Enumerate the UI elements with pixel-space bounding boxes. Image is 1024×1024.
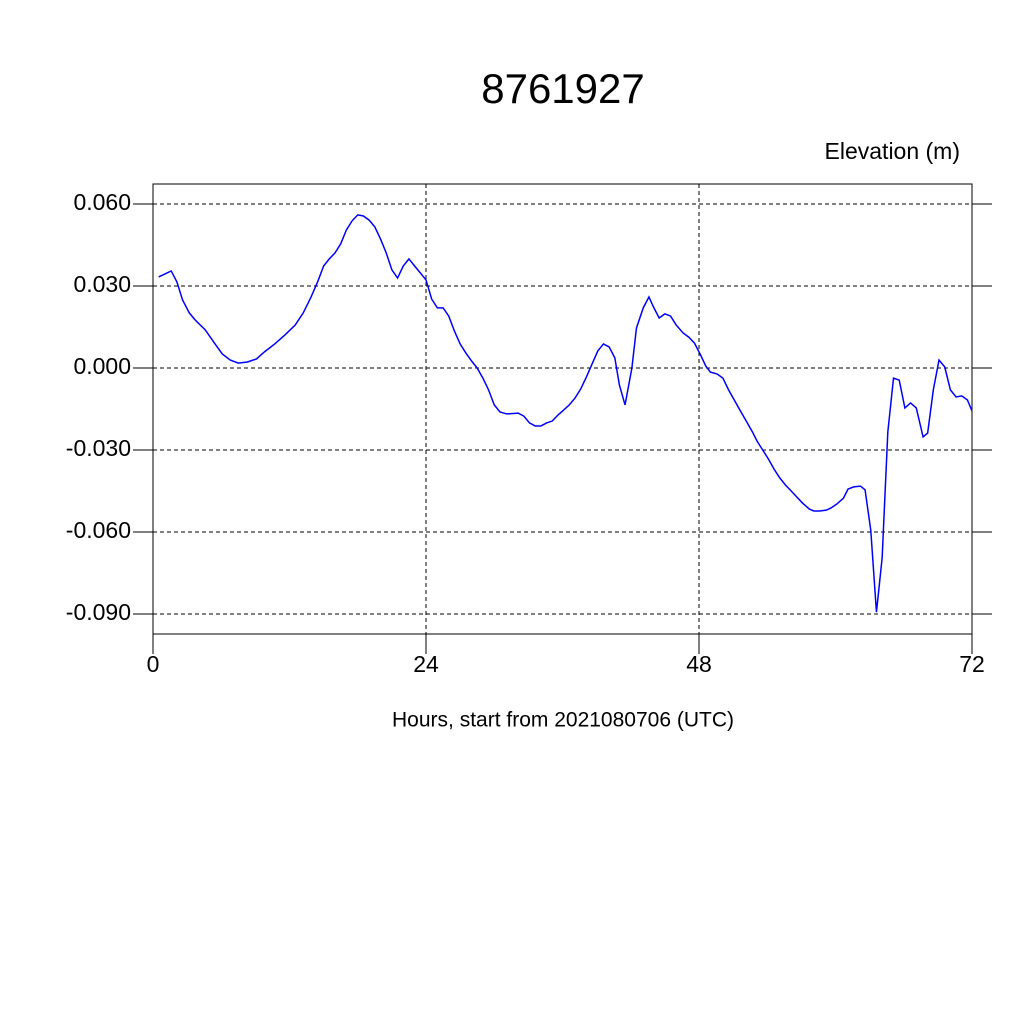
data-line [158, 214, 973, 613]
y-tick-label: 0.030 [73, 271, 131, 297]
y-tick-label: 0.060 [73, 189, 131, 215]
plot-frame [152, 183, 973, 635]
y-tick-label: 0.000 [73, 353, 131, 379]
y-tick-label: -0.030 [66, 435, 131, 461]
y-tick-label: -0.090 [66, 599, 131, 625]
x-tick-label: 72 [959, 651, 985, 677]
x-tick-label: 48 [686, 651, 712, 677]
chart-title: 8761927 [481, 65, 645, 112]
y-tick-label: -0.060 [66, 517, 131, 543]
y-axis-label: Elevation (m) [825, 138, 960, 164]
x-tick-label: 0 [147, 651, 160, 677]
x-axis-label: Hours, start from 2021080706 (UTC) [392, 709, 734, 732]
x-tick-label: 24 [413, 651, 439, 677]
